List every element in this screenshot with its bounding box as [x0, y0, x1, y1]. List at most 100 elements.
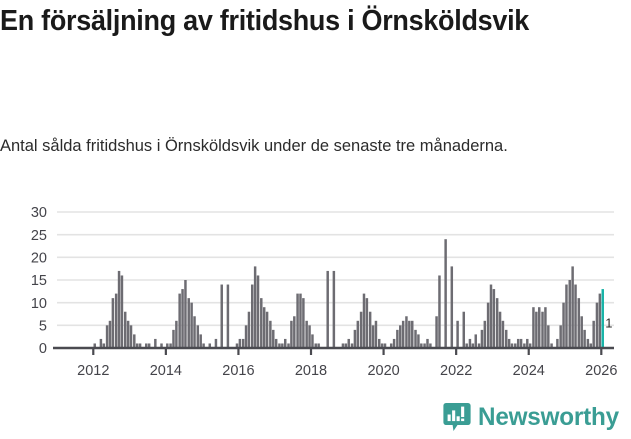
bar — [359, 311, 363, 348]
bar — [274, 338, 278, 348]
newsworthy-logo[interactable]: Newsworthy — [443, 400, 623, 434]
page-subtitle: Antal sålda fritidshus i Örnsköldsvik un… — [0, 136, 508, 155]
bar — [105, 325, 109, 348]
bar — [544, 307, 547, 348]
bar — [344, 343, 348, 348]
bar — [290, 320, 293, 348]
bar — [269, 320, 272, 348]
bar — [405, 316, 408, 348]
chart-y-tick-labels: 0 5 10 15 20 25 30 — [31, 205, 47, 357]
bar — [353, 329, 357, 348]
bar — [123, 311, 127, 348]
bar — [396, 329, 399, 348]
bar — [562, 302, 565, 348]
bar — [574, 284, 577, 348]
y-tick-label: 30 — [31, 205, 47, 221]
bar — [250, 284, 254, 348]
bar — [474, 334, 477, 348]
bar — [226, 284, 230, 348]
y-tick-label: 10 — [31, 296, 47, 312]
bar — [145, 343, 148, 348]
bar — [523, 343, 526, 348]
bar — [568, 280, 571, 348]
bar — [435, 316, 438, 348]
bar — [187, 298, 190, 348]
bar — [311, 334, 314, 348]
bar — [514, 343, 517, 348]
bar — [235, 343, 239, 348]
bar — [389, 343, 393, 348]
bar — [371, 325, 375, 348]
bar — [356, 320, 360, 348]
bar — [417, 334, 420, 348]
bar — [368, 311, 372, 348]
bar — [450, 266, 454, 348]
bar — [111, 298, 115, 348]
bar — [528, 343, 532, 348]
bar — [598, 293, 602, 348]
bar — [126, 320, 130, 348]
bar — [317, 343, 320, 348]
bar — [526, 338, 529, 348]
bar — [175, 320, 178, 348]
bar — [468, 338, 472, 348]
bar — [181, 289, 184, 348]
bar — [108, 320, 112, 348]
y-tick-label: 20 — [31, 251, 47, 267]
chart-bars — [93, 239, 604, 348]
bar — [166, 343, 169, 348]
x-tick-label: 2012 — [77, 363, 109, 379]
x-tick-label: 2024 — [513, 363, 545, 379]
bar — [377, 338, 381, 348]
bar-chart-bubble-icon — [443, 403, 471, 431]
bar — [138, 343, 142, 348]
bar — [196, 325, 200, 348]
bar — [516, 338, 520, 348]
bar — [535, 311, 538, 348]
bar — [178, 293, 181, 348]
bar — [577, 298, 581, 348]
bar — [287, 343, 290, 348]
bar — [208, 343, 212, 348]
bar — [314, 343, 317, 348]
bar — [99, 338, 103, 348]
bar — [420, 343, 423, 348]
x-tick-label: 2018 — [295, 363, 327, 379]
bar — [272, 329, 275, 348]
bar — [284, 338, 287, 348]
bar — [465, 343, 468, 348]
bar — [278, 343, 281, 348]
newsworthy-wordmark: Newsworthy — [477, 402, 619, 431]
y-tick-label: 0 — [39, 341, 47, 357]
bar — [253, 266, 257, 348]
bar — [438, 275, 441, 348]
bar — [595, 302, 599, 348]
bar — [299, 293, 302, 348]
bar — [350, 343, 354, 348]
bar — [580, 316, 583, 348]
bar — [504, 329, 508, 348]
bar — [532, 307, 535, 348]
bar — [326, 270, 329, 348]
bar — [462, 311, 466, 348]
bar — [486, 302, 490, 348]
bar — [247, 311, 251, 348]
bar — [565, 284, 568, 348]
bar-chart: 0 5 10 15 20 25 30 2012 2014 2016 2018 2020 2022 202… — [31, 205, 618, 379]
bar — [199, 334, 202, 348]
bar — [547, 325, 550, 348]
bar — [380, 343, 384, 348]
bar — [414, 329, 417, 348]
bar — [220, 284, 223, 348]
bar — [586, 338, 590, 348]
bar — [341, 343, 345, 348]
bar — [399, 325, 402, 348]
bar — [135, 343, 139, 348]
bar — [184, 280, 187, 348]
bar — [444, 239, 447, 348]
bar — [483, 320, 487, 348]
bar — [362, 293, 366, 348]
bar — [501, 320, 505, 348]
bar — [93, 343, 96, 348]
